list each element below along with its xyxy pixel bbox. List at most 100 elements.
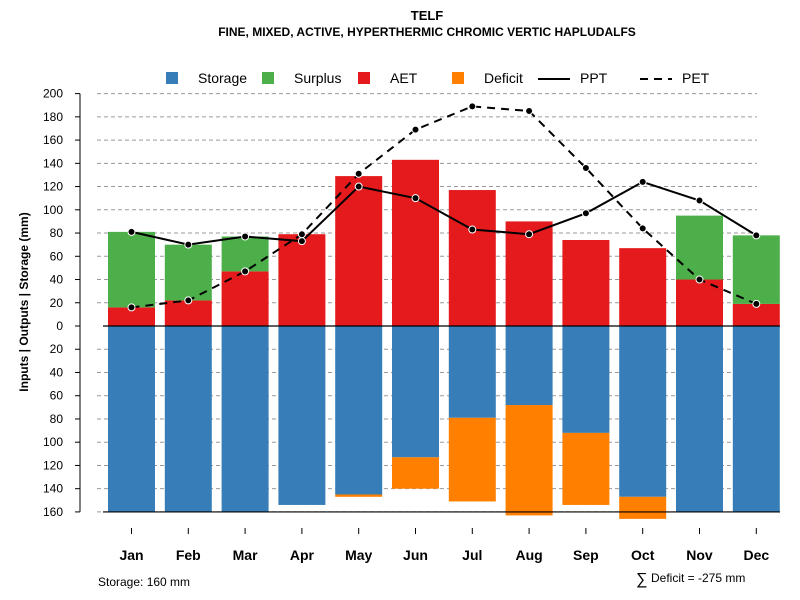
storage-bar	[448, 326, 496, 418]
aet-bar	[619, 248, 667, 326]
pet-point	[468, 102, 477, 111]
ppt-point	[752, 231, 761, 240]
x-tick-label: Aug	[515, 547, 542, 563]
legend: Storage Surplus AET Deficit PPT PET	[166, 70, 710, 86]
pet-point	[241, 267, 250, 276]
storage-bar	[676, 326, 723, 512]
pet-point	[581, 163, 590, 172]
x-tick-label: Sep	[573, 547, 599, 563]
deficit-bar	[505, 405, 553, 516]
y-tick-label: 100	[43, 203, 63, 217]
deficit-bar	[335, 494, 383, 497]
y-tick-label: 100	[43, 435, 63, 449]
ppt-point	[297, 237, 306, 246]
ppt-point	[411, 194, 420, 203]
pet-point	[695, 275, 704, 284]
storage-bar	[221, 326, 269, 512]
pet-point	[127, 303, 136, 312]
deficit-note: Deficit = -275 mm	[651, 571, 745, 585]
storage-bar	[335, 326, 383, 495]
y-tick-label: 180	[43, 110, 63, 124]
deficit-bar	[562, 432, 610, 505]
ppt-point	[638, 177, 647, 186]
y-tick-label: 0	[56, 319, 63, 333]
ppt-point	[695, 196, 704, 205]
legend-label-storage: Storage	[198, 70, 247, 86]
chart-subtitle: FINE, MIXED, ACTIVE, HYPERTHERMIC CHROMI…	[218, 25, 636, 39]
y-axis-label: Inputs | Outputs | Storage (mm)	[17, 212, 31, 391]
legend-label-ppt: PPT	[580, 70, 608, 86]
x-tick-label: Feb	[176, 547, 201, 563]
ppt-point	[241, 232, 250, 241]
aet-bar	[505, 221, 553, 326]
pet-point	[184, 296, 193, 305]
chart-title: TELF	[411, 8, 444, 23]
aet-bar	[562, 240, 610, 326]
ppt-line	[131, 180, 757, 246]
x-tick-label: Nov	[686, 547, 713, 563]
legend-label-pet: PET	[682, 70, 710, 86]
y-tick-label: 20	[50, 296, 64, 310]
y-tick-label: 120	[43, 458, 63, 472]
aet-bar	[278, 234, 326, 326]
aet-bar	[392, 159, 439, 326]
pet-point	[525, 107, 534, 116]
y-tick-label: 60	[50, 249, 64, 263]
pet-point	[354, 169, 363, 178]
surplus-bar	[164, 244, 212, 301]
pet-point	[752, 299, 761, 308]
storage-bar	[164, 326, 212, 512]
y-tick-label: 40	[50, 273, 64, 287]
aet-bar	[335, 176, 383, 326]
ppt-point	[468, 225, 477, 234]
legend-swatch-aet	[358, 72, 370, 84]
pet-point	[638, 224, 647, 233]
x-tick-label: May	[345, 547, 372, 563]
y-tick-label: 200	[43, 87, 63, 101]
x-tick-label: Jul	[462, 547, 482, 563]
surplus-bar	[221, 236, 269, 272]
ppt-point	[525, 230, 534, 239]
storage-bar	[505, 326, 553, 406]
x-tick-label: Jan	[119, 547, 143, 563]
surplus-bar	[676, 215, 723, 280]
storage-bar	[278, 326, 326, 505]
y-tick-label: 80	[50, 226, 64, 240]
deficit-bar	[392, 457, 439, 489]
bars	[108, 159, 780, 519]
data-lines	[127, 102, 761, 312]
aet-bar	[732, 303, 780, 326]
aet-bar	[164, 300, 212, 326]
legend-swatch-storage	[166, 72, 178, 84]
ppt-point	[354, 182, 363, 191]
y-tick-label: 160	[43, 133, 63, 147]
ppt-point	[581, 209, 590, 218]
axes: 2001801601401201008060402002040608010012…	[43, 87, 780, 563]
storage-bar	[392, 326, 439, 458]
sum-symbol-icon: ∑	[636, 571, 647, 588]
x-tick-label: Dec	[743, 547, 769, 563]
y-tick-label: 40	[50, 365, 64, 379]
storage-bar	[732, 326, 780, 512]
storage-note: Storage: 160 mm	[98, 575, 190, 589]
storage-bar	[619, 326, 667, 497]
y-tick-label: 120	[43, 180, 63, 194]
legend-swatch-surplus	[262, 72, 274, 84]
aet-bar	[108, 307, 155, 326]
pet-point	[297, 230, 306, 239]
x-tick-label: Jun	[403, 547, 428, 563]
storage-bar	[562, 326, 610, 433]
y-tick-label: 60	[50, 389, 64, 403]
surplus-bar	[108, 231, 155, 308]
x-tick-label: Oct	[631, 547, 655, 563]
storage-bar	[108, 326, 155, 512]
y-tick-label: 80	[50, 412, 64, 426]
legend-swatch-deficit	[452, 72, 464, 84]
y-tick-label: 140	[43, 156, 63, 170]
y-tick-label: 140	[43, 482, 63, 496]
x-tick-label: Apr	[290, 547, 315, 563]
deficit-bar	[448, 417, 496, 502]
ppt-point	[184, 240, 193, 249]
ppt-point	[127, 227, 136, 236]
